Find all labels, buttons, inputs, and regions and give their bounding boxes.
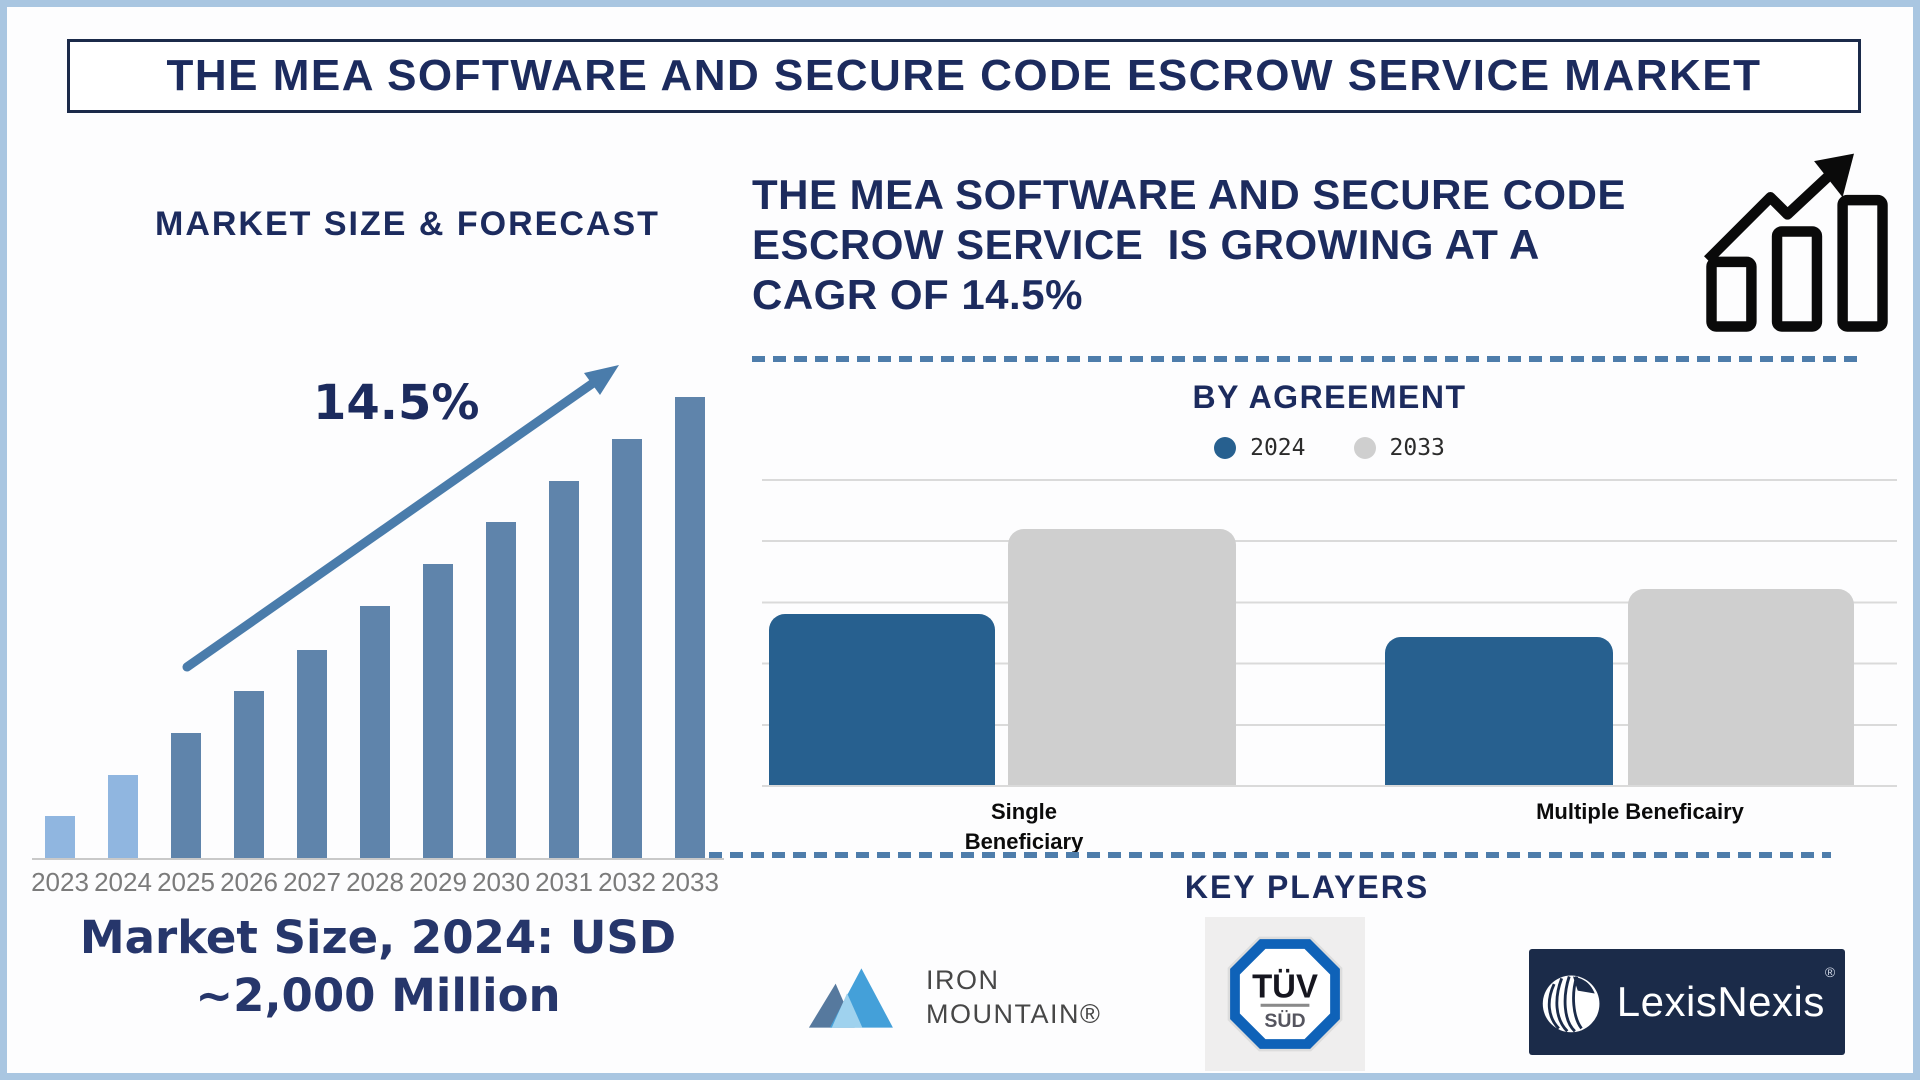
year-tick-label: 2023 — [31, 867, 89, 897]
legend-dot-icon — [1353, 437, 1376, 459]
lexisnexis-logo: LexisNexis® — [1529, 949, 1845, 1055]
year-tick-label: 2028 — [346, 867, 404, 897]
by-agreement-title: BY AGREEMENT — [1192, 379, 1467, 415]
forecast-bar — [486, 522, 516, 858]
market-size-caption-line1: Market Size, 2024: USD — [79, 911, 677, 964]
forecast-bar — [297, 649, 327, 858]
market-size-bar-chart — [45, 395, 707, 858]
tuv-octagon-icon: TÜV SÜD — [1227, 936, 1343, 1052]
year-tick-label: 2032 — [598, 867, 656, 897]
iron-mountain-line1: IRON — [926, 965, 1000, 996]
forecast-bar — [234, 691, 264, 858]
year-tick-label: 2026 — [220, 867, 278, 897]
sud-text: SÜD — [1264, 1009, 1305, 1032]
agreement-bar — [1008, 529, 1236, 785]
year-tick-label: 2030 — [472, 867, 530, 897]
registered-mark: ® — [1824, 964, 1836, 980]
forecast-bar — [108, 774, 138, 858]
growth-headline-line: CAGR OF 14.5% — [752, 271, 1083, 318]
lexisnexis-wordmark: LexisNexis® — [1616, 964, 1836, 1025]
forecast-bar — [423, 564, 453, 858]
forecast-bar — [45, 816, 75, 858]
legend-dot-icon — [1214, 437, 1237, 459]
category-label-multiple-beneficiary: Multiple Beneficairy — [1536, 799, 1744, 824]
agreement-bar — [1628, 589, 1854, 785]
year-tick-label: 2031 — [535, 867, 593, 897]
legend-label: 2033 — [1389, 435, 1445, 461]
year-tick-label: 2024 — [94, 867, 152, 897]
dashed-divider-bottom — [709, 852, 1831, 858]
chart-legend: 2024 2033 — [762, 435, 1897, 461]
market-size-forecast-heading: MARKET SIZE & FORECAST — [155, 205, 660, 243]
legend-label: 2024 — [1250, 435, 1306, 461]
title-banner: THE MEA SOFTWARE AND SECURE CODE ESCROW … — [67, 39, 1861, 113]
iron-mountain-wordmark: IRON MOUNTAIN® — [926, 964, 1101, 1032]
market-size-caption: Market Size, 2024: USD ~2,000 Million — [32, 909, 724, 1024]
growth-chart-icon — [1704, 153, 1888, 332]
mountain-icon — [808, 968, 893, 1028]
page-title: THE MEA SOFTWARE AND SECURE CODE ESCROW … — [166, 51, 1762, 100]
growth-headline: THE MEA SOFTWARE AND SECURE CODE ESCROW … — [752, 170, 1692, 320]
tuv-text: TÜV — [1252, 968, 1318, 1005]
x-axis-year-labels: 2023 2024 2025 2026 2027 2028 2029 2030 … — [31, 867, 719, 898]
forecast-bar — [612, 439, 642, 858]
x-axis-line — [32, 858, 724, 860]
tuv-sud-logo: TÜV SÜD — [1205, 917, 1365, 1071]
forecast-bar — [675, 397, 705, 858]
forecast-bar — [171, 733, 201, 858]
market-size-caption-line2: ~2,000 Million — [195, 968, 561, 1022]
key-players-heading: KEY PLAYERS — [1184, 869, 1430, 905]
legend-item: 2024 — [1214, 435, 1306, 461]
forecast-bar — [549, 480, 579, 858]
lexisnexis-swirl-icon — [1542, 975, 1600, 1033]
dashed-divider-top — [752, 356, 1864, 362]
growth-headline-line: THE MEA SOFTWARE AND SECURE CODE — [752, 171, 1626, 218]
forecast-bar — [360, 605, 390, 858]
category-label-single-beneficiary: Single Beneficiary — [964, 799, 1084, 854]
year-tick-label: 2033 — [661, 867, 719, 897]
iron-mountain-line2: MOUNTAIN® — [926, 999, 1102, 1029]
year-tick-label: 2027 — [283, 867, 341, 897]
agreement-bar — [769, 614, 995, 785]
year-tick-label: 2025 — [157, 867, 215, 897]
by-agreement-bar-chart — [762, 479, 1897, 787]
agreement-bar — [1385, 637, 1613, 785]
iron-mountain-logo: IRON MOUNTAIN® — [807, 963, 1101, 1033]
growth-headline-line: ESCROW SERVICE IS GROWING AT A — [752, 221, 1540, 268]
year-tick-label: 2029 — [409, 867, 467, 897]
legend-item: 2033 — [1353, 435, 1445, 461]
